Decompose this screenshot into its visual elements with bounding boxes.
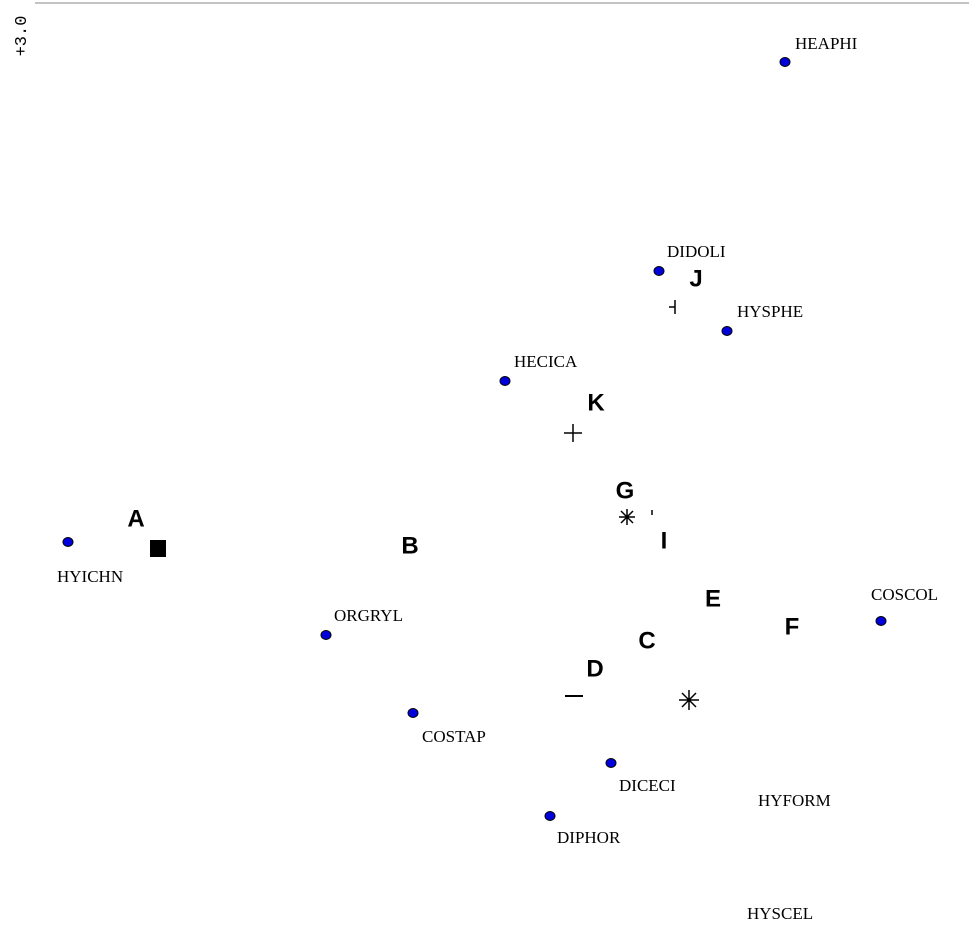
- species-label: HYFORM: [758, 791, 831, 810]
- species-label: HECICA: [514, 352, 578, 371]
- square-symbol: [150, 540, 166, 557]
- species-point: [407, 708, 419, 718]
- species-point: [499, 376, 511, 386]
- site-label: F: [785, 613, 800, 640]
- species-label: HEAPHI: [795, 34, 858, 53]
- asterisk-symbol: [679, 690, 699, 710]
- species-point: [62, 537, 74, 547]
- species-label: COSCOL: [871, 585, 938, 604]
- site-label: K: [587, 389, 605, 416]
- species-label: COSTAP: [422, 727, 486, 746]
- species-point: [653, 266, 665, 276]
- species-point: [605, 758, 617, 768]
- species-label: HYICHN: [57, 567, 123, 586]
- site-label: C: [638, 627, 655, 654]
- site-label: I: [661, 527, 668, 554]
- tick-symbol: [669, 300, 676, 314]
- species-point: [320, 630, 332, 640]
- species-label: DIPHOR: [557, 828, 621, 847]
- site-label: E: [705, 585, 721, 612]
- site-label: B: [401, 532, 418, 559]
- species-point: [544, 811, 556, 821]
- site-label: A: [127, 505, 144, 532]
- species-point: [779, 57, 791, 67]
- species-label: HYSCEL: [747, 904, 813, 923]
- site-label: J: [689, 265, 702, 292]
- species-point: [875, 616, 887, 626]
- site-symbols: [150, 300, 699, 710]
- plus-symbol: [564, 424, 582, 442]
- species-label: ORGRYL: [334, 606, 403, 625]
- species-label: HYSPHE: [737, 302, 803, 321]
- species-label: DIDOLI: [667, 242, 726, 261]
- species-label: DICECI: [619, 776, 676, 795]
- site-label: G: [616, 477, 635, 504]
- species-point: [721, 326, 733, 336]
- axis-label: +3.0: [13, 16, 32, 57]
- asterisk-symbol: [619, 509, 635, 525]
- site-label: D: [586, 655, 603, 682]
